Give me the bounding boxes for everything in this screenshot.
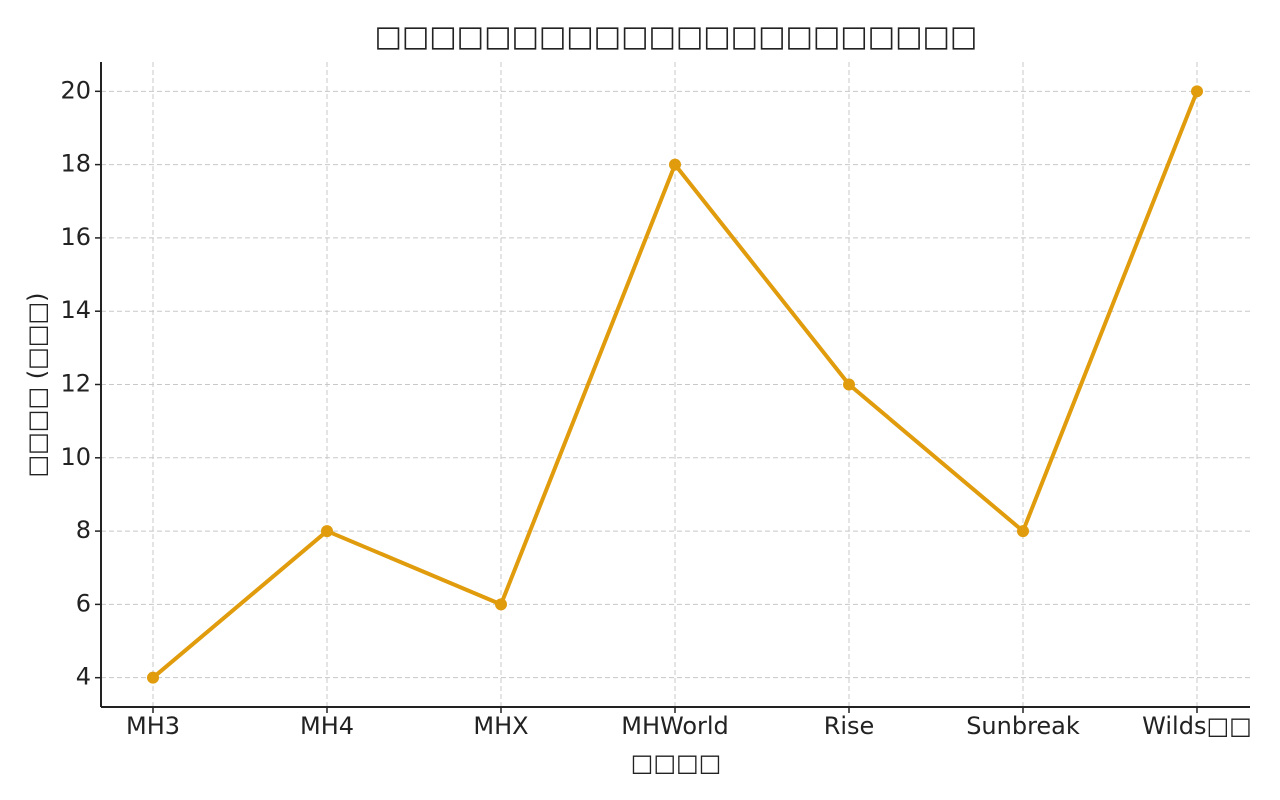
x-tick-label: MHX: [473, 712, 528, 740]
data-point: [495, 598, 507, 611]
y-tick-label: 10: [60, 443, 91, 471]
y-tick-label: 16: [60, 223, 91, 251]
data-point: [1017, 525, 1029, 538]
y-tick-label: 8: [76, 516, 91, 544]
x-tick-label: Sunbreak: [966, 712, 1080, 740]
data-point: [669, 158, 681, 171]
y-tick-label: 18: [60, 150, 91, 178]
x-tick-label: MHWorld: [621, 712, 729, 740]
x-tick-label: Rise: [824, 712, 875, 740]
data-point: [843, 378, 855, 391]
y-tick-label: 4: [76, 663, 91, 691]
x-axis-label: □□□□: [631, 749, 722, 777]
data-point: [321, 525, 333, 538]
x-tick-label: MH4: [300, 712, 354, 740]
data-point: [1191, 85, 1203, 98]
y-axis-label: □□□□ (□□□): [23, 292, 51, 477]
y-tick-label: 12: [60, 370, 91, 398]
chart-title: □□□□□□□□□□□□□□□□□□□□□□: [375, 19, 978, 53]
x-tick-label: MH3: [126, 712, 180, 740]
y-tick-label: 14: [60, 296, 91, 324]
y-tick-label: 6: [76, 589, 91, 617]
x-tick-label: Wilds□□: [1142, 712, 1252, 740]
y-tick-label: 20: [60, 76, 91, 104]
data-point: [147, 671, 159, 684]
